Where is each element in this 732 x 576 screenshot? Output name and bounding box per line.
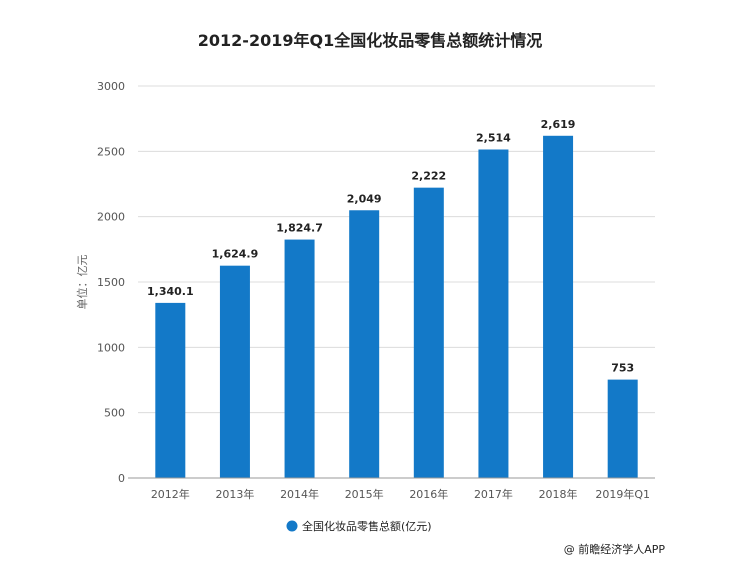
y-axis: 0 500 1000 1500 2000 2500 3000 xyxy=(97,80,125,485)
x-tick-label: 2015年 xyxy=(345,487,384,501)
bar xyxy=(284,239,315,478)
data-label: 2,049 xyxy=(347,192,382,205)
legend-label: 全国化妆品零售总额(亿元) xyxy=(302,519,432,533)
legend-marker xyxy=(286,520,298,532)
bar xyxy=(349,210,380,479)
data-label: 753 xyxy=(611,362,634,375)
y-tick-label: 0 xyxy=(118,472,125,485)
data-label: 2,514 xyxy=(476,132,511,145)
data-label: 1,624.9 xyxy=(212,248,259,261)
y-tick-label: 2000 xyxy=(97,211,125,224)
data-label: 2,222 xyxy=(411,170,446,183)
bar xyxy=(219,265,250,478)
y-tick-label: 3000 xyxy=(97,80,125,93)
y-axis-label: 单位：亿元 xyxy=(75,255,89,310)
x-tick-label: 2018年 xyxy=(539,487,578,501)
x-tick-label: 2012年 xyxy=(151,487,190,501)
bar xyxy=(478,149,509,478)
y-tick-label: 500 xyxy=(104,407,125,420)
bar xyxy=(155,302,186,478)
y-tick-label: 2500 xyxy=(97,145,125,158)
data-label: 2,619 xyxy=(541,118,576,131)
x-tick-label: 2019年Q1 xyxy=(595,487,650,501)
legend[interactable]: 全国化妆品零售总额(亿元) xyxy=(286,519,432,533)
x-tick-label: 2013年 xyxy=(215,487,254,501)
x-tick-label: 2017年 xyxy=(474,487,513,501)
chart-title: 2012-2019年Q1全国化妆品零售总额统计情况 xyxy=(198,31,542,50)
x-axis: 2012年 2013年 2014年 2015年 2016年 2017年 2018年 2019年… xyxy=(128,477,655,501)
y-tick-label: 1500 xyxy=(97,276,125,289)
x-tick-label: 2016年 xyxy=(409,487,448,501)
data-label: 1,340.1 xyxy=(147,285,194,298)
bar xyxy=(543,135,574,478)
y-tick-label: 1000 xyxy=(97,341,125,354)
x-tick-label: 2014年 xyxy=(280,487,319,501)
bar xyxy=(413,187,444,478)
source-credit: @ 前瞻经济学人APP xyxy=(564,542,666,556)
bar xyxy=(607,379,638,478)
data-label: 1,824.7 xyxy=(276,222,323,235)
bars: 1,340.1 1,624.9 1,824.7 2,049 2,222 2,514 2,61… xyxy=(147,118,638,479)
